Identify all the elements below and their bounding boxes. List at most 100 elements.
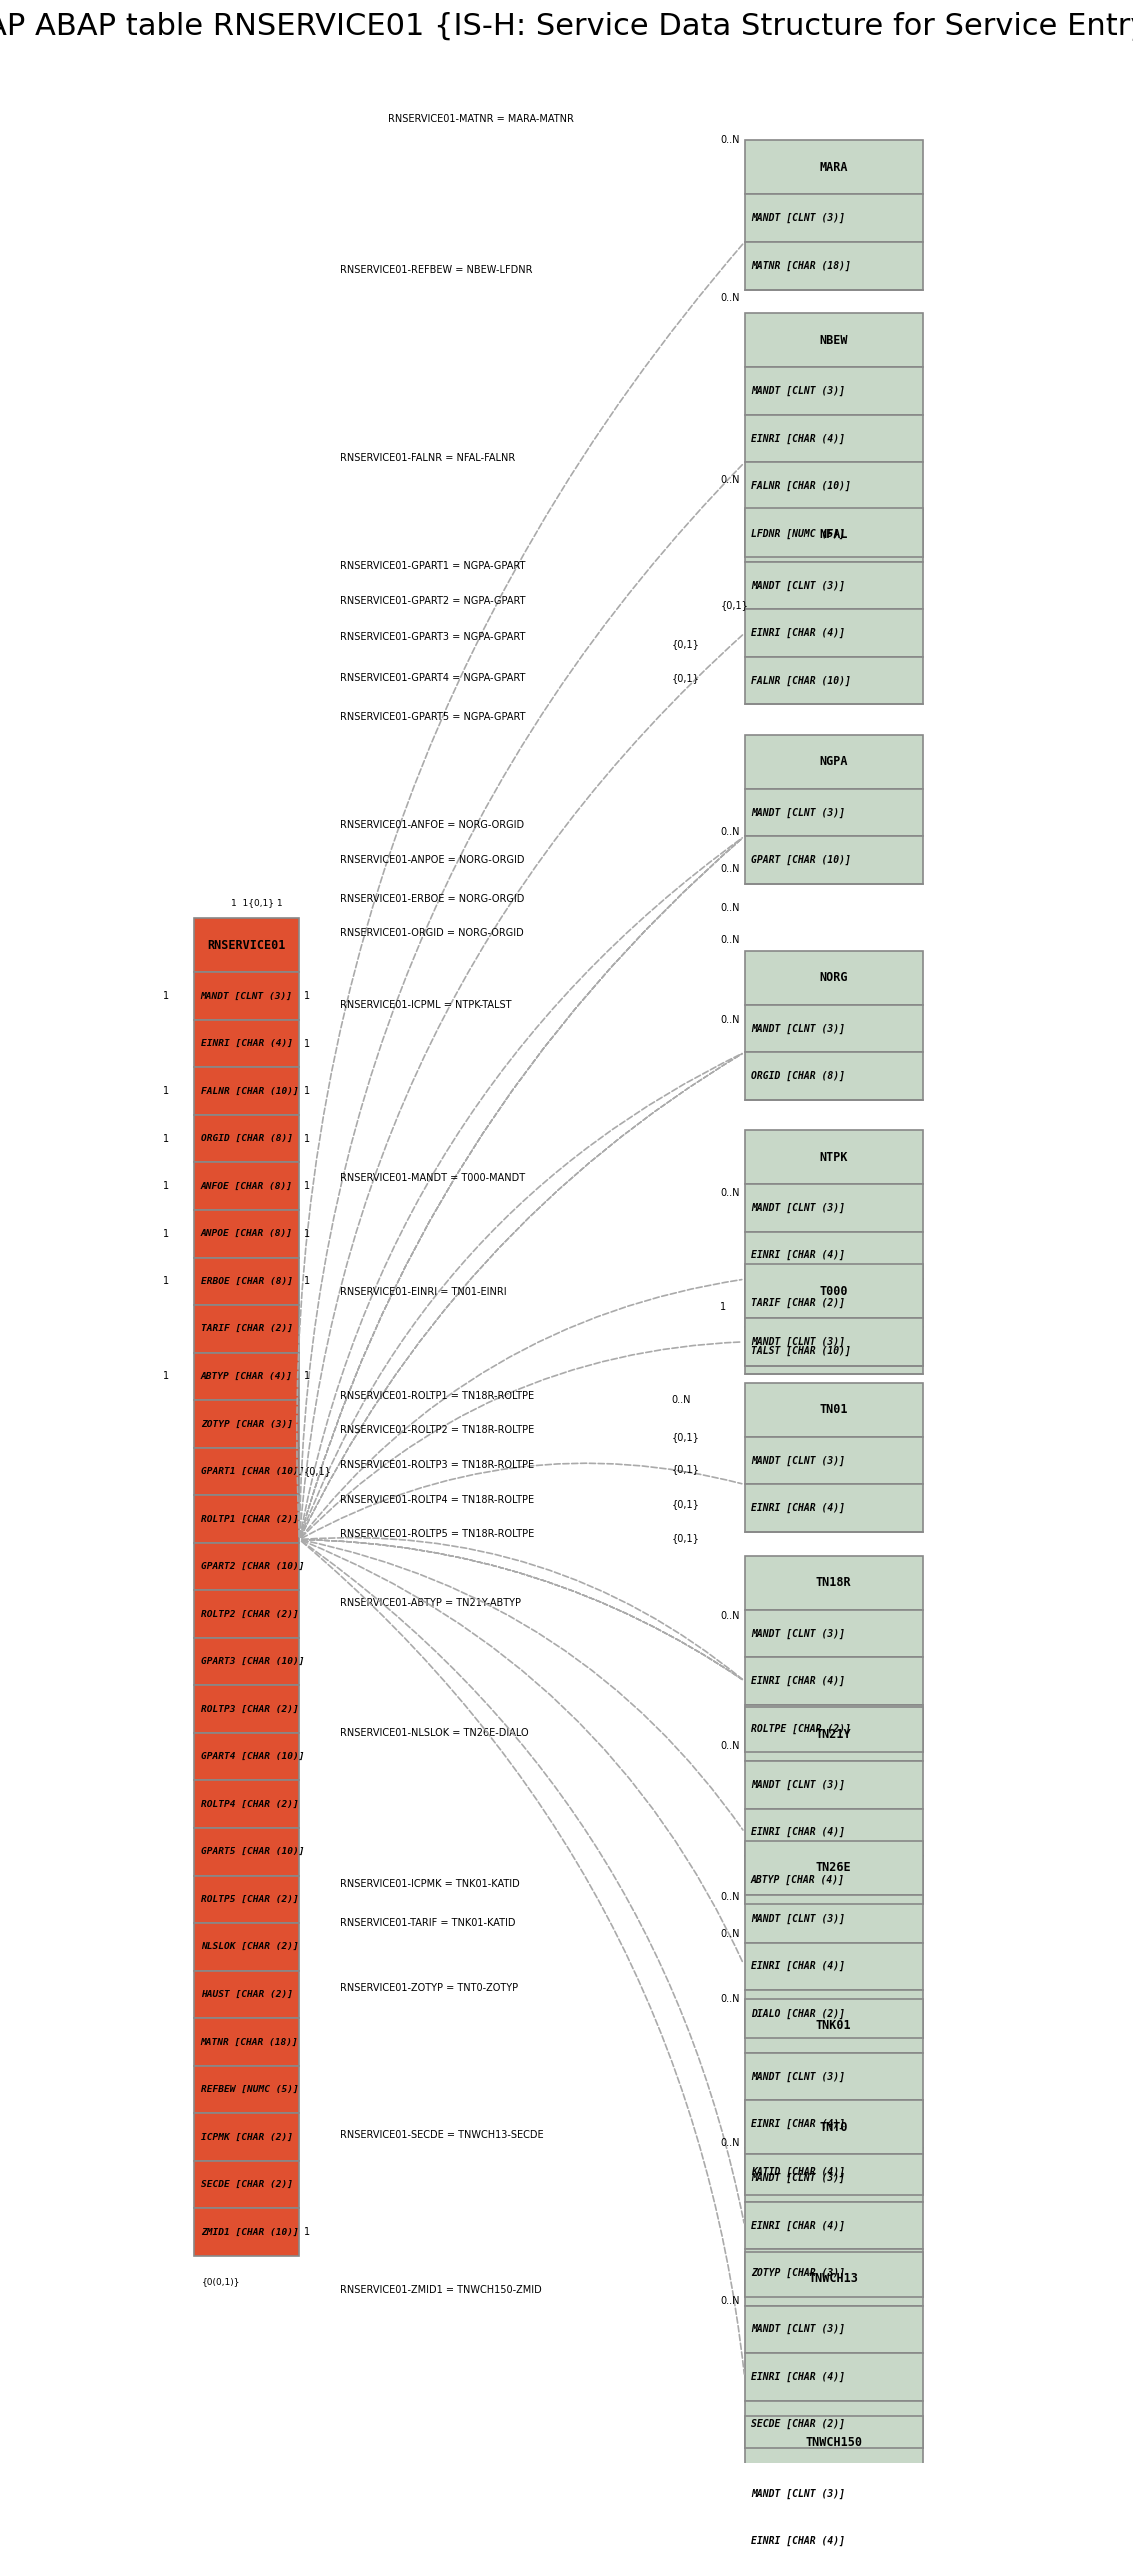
FancyBboxPatch shape — [744, 951, 922, 1004]
FancyBboxPatch shape — [744, 1760, 922, 1809]
Text: SAP ABAP table RNSERVICE01 {IS-H: Service Data Structure for Service Entry}: SAP ABAP table RNSERVICE01 {IS-H: Servic… — [0, 13, 1133, 41]
FancyBboxPatch shape — [194, 2065, 299, 2114]
FancyBboxPatch shape — [194, 971, 299, 1020]
Text: NBEW: NBEW — [819, 334, 847, 347]
Text: 0..N: 0..N — [721, 293, 740, 303]
FancyBboxPatch shape — [744, 2101, 922, 2148]
FancyBboxPatch shape — [744, 241, 922, 290]
Text: 0..N: 0..N — [721, 902, 740, 912]
Text: MANDT [CLNT (3)]: MANDT [CLNT (3)] — [751, 385, 845, 396]
Text: EINRI [CHAR (4)]: EINRI [CHAR (4)] — [751, 2119, 845, 2130]
Text: EINRI [CHAR (4)]: EINRI [CHAR (4)] — [751, 1827, 845, 1837]
Text: ABTYP [CHAR (4)]: ABTYP [CHAR (4)] — [751, 1875, 845, 1886]
FancyBboxPatch shape — [744, 367, 922, 414]
Text: {0(0,1)}: {0(0,1)} — [203, 2279, 241, 2286]
Text: RNSERVICE01: RNSERVICE01 — [207, 938, 286, 953]
FancyBboxPatch shape — [744, 2399, 922, 2448]
FancyBboxPatch shape — [194, 1924, 299, 1970]
Text: RNSERVICE01-TARIF = TNK01-KATID: RNSERVICE01-TARIF = TNK01-KATID — [340, 1919, 516, 1929]
FancyBboxPatch shape — [194, 1400, 299, 1449]
Text: MANDT [CLNT (3)]: MANDT [CLNT (3)] — [751, 1629, 845, 1639]
Text: RNSERVICE01-GPART3 = NGPA-GPART: RNSERVICE01-GPART3 = NGPA-GPART — [340, 632, 526, 642]
FancyBboxPatch shape — [194, 1210, 299, 1259]
Text: 0..N: 0..N — [721, 1611, 740, 1621]
Text: TNT0: TNT0 — [819, 2122, 847, 2135]
FancyBboxPatch shape — [194, 1115, 299, 1164]
FancyBboxPatch shape — [744, 1485, 922, 1531]
FancyBboxPatch shape — [194, 1305, 299, 1354]
Text: TNWCH13: TNWCH13 — [809, 2271, 859, 2284]
Text: TNK01: TNK01 — [816, 2019, 851, 2032]
FancyBboxPatch shape — [744, 1557, 922, 1611]
Text: 0..N: 0..N — [721, 863, 740, 873]
FancyBboxPatch shape — [744, 609, 922, 658]
Text: EINRI [CHAR (4)]: EINRI [CHAR (4)] — [751, 627, 845, 637]
Text: RNSERVICE01-MATNR = MARA-MATNR: RNSERVICE01-MATNR = MARA-MATNR — [389, 113, 574, 123]
Text: EINRI [CHAR (4)]: EINRI [CHAR (4)] — [751, 1251, 845, 1261]
FancyBboxPatch shape — [744, 1991, 922, 2037]
Text: MANDT [CLNT (3)]: MANDT [CLNT (3)] — [751, 1457, 845, 1467]
FancyBboxPatch shape — [194, 1829, 299, 1875]
Text: MANDT [CLNT (3)]: MANDT [CLNT (3)] — [751, 1022, 845, 1033]
Text: GPART [CHAR (10)]: GPART [CHAR (10)] — [751, 855, 851, 866]
FancyBboxPatch shape — [194, 2161, 299, 2209]
Text: EINRI [CHAR (4)]: EINRI [CHAR (4)] — [751, 1503, 845, 1513]
Text: 0..N: 0..N — [721, 1742, 740, 1752]
Text: ANFOE [CHAR (8)]: ANFOE [CHAR (8)] — [201, 1182, 292, 1192]
Text: EINRI [CHAR (4)]: EINRI [CHAR (4)] — [751, 1960, 845, 1970]
Text: ZOTYP [CHAR (3)]: ZOTYP [CHAR (3)] — [751, 2268, 845, 2279]
Text: MARA: MARA — [819, 162, 847, 175]
FancyBboxPatch shape — [744, 2250, 922, 2304]
FancyBboxPatch shape — [744, 1436, 922, 1485]
Text: TN26E: TN26E — [816, 1863, 851, 1875]
Text: TN18R: TN18R — [816, 1577, 851, 1590]
FancyBboxPatch shape — [744, 1279, 922, 1326]
Text: TALST [CHAR (10)]: TALST [CHAR (10)] — [751, 1346, 851, 1356]
Text: TARIF [CHAR (2)]: TARIF [CHAR (2)] — [751, 1297, 845, 1308]
FancyBboxPatch shape — [744, 2353, 922, 2399]
FancyBboxPatch shape — [744, 1842, 922, 1896]
Text: {0,1}: {0,1} — [304, 1467, 331, 1477]
Text: RNSERVICE01-ANFOE = NORG-ORGID: RNSERVICE01-ANFOE = NORG-ORGID — [340, 820, 525, 830]
FancyBboxPatch shape — [744, 837, 922, 884]
Text: ZOTYP [CHAR (3)]: ZOTYP [CHAR (3)] — [201, 1421, 292, 1428]
Text: {0,1}: {0,1} — [672, 640, 699, 650]
FancyBboxPatch shape — [744, 509, 922, 563]
Text: RNSERVICE01-ICPMK = TNK01-KATID: RNSERVICE01-ICPMK = TNK01-KATID — [340, 1878, 520, 1888]
Text: HAUST [CHAR (2)]: HAUST [CHAR (2)] — [201, 1991, 292, 1999]
FancyBboxPatch shape — [194, 2114, 299, 2161]
Text: MANDT [CLNT (3)]: MANDT [CLNT (3)] — [751, 213, 845, 224]
FancyBboxPatch shape — [744, 1184, 922, 1231]
Text: RNSERVICE01-ZMID1 = TNWCH150-ZMID: RNSERVICE01-ZMID1 = TNWCH150-ZMID — [340, 2286, 542, 2294]
Text: RNSERVICE01-ZOTYP = TNT0-ZOTYP: RNSERVICE01-ZOTYP = TNT0-ZOTYP — [340, 1983, 518, 1994]
Text: MANDT [CLNT (3)]: MANDT [CLNT (3)] — [751, 2325, 845, 2335]
Text: 0..N: 0..N — [721, 1187, 740, 1197]
FancyBboxPatch shape — [744, 1318, 922, 1367]
FancyBboxPatch shape — [744, 1896, 922, 1942]
Text: 0..N: 0..N — [721, 136, 740, 146]
Text: RNSERVICE01-ABTYP = TN21Y-ABTYP: RNSERVICE01-ABTYP = TN21Y-ABTYP — [340, 1598, 521, 1608]
Text: RNSERVICE01-ICPML = NTPK-TALST: RNSERVICE01-ICPML = NTPK-TALST — [340, 999, 511, 1010]
Text: RNSERVICE01-SECDE = TNWCH13-SECDE: RNSERVICE01-SECDE = TNWCH13-SECDE — [340, 2130, 544, 2140]
Text: {0,1}: {0,1} — [672, 673, 699, 683]
Text: GPART2 [CHAR (10)]: GPART2 [CHAR (10)] — [201, 1562, 304, 1572]
Text: SECDE [CHAR (2)]: SECDE [CHAR (2)] — [751, 2420, 845, 2430]
Text: EINRI [CHAR (4)]: EINRI [CHAR (4)] — [751, 2371, 845, 2381]
FancyBboxPatch shape — [744, 1855, 922, 1904]
Text: {0,1}: {0,1} — [672, 1431, 699, 1441]
Text: ROLTP3 [CHAR (2)]: ROLTP3 [CHAR (2)] — [201, 1706, 298, 1714]
Text: RNSERVICE01-GPART2 = NGPA-GPART: RNSERVICE01-GPART2 = NGPA-GPART — [340, 596, 526, 606]
FancyBboxPatch shape — [744, 1130, 922, 1184]
FancyBboxPatch shape — [744, 1611, 922, 1657]
Text: GPART1 [CHAR (10)]: GPART1 [CHAR (10)] — [201, 1467, 304, 1477]
Text: GPART3 [CHAR (10)]: GPART3 [CHAR (10)] — [201, 1657, 304, 1667]
Text: RNSERVICE01-ROLTP2 = TN18R-ROLTPE: RNSERVICE01-ROLTP2 = TN18R-ROLTPE — [340, 1426, 534, 1436]
Text: MANDT [CLNT (3)]: MANDT [CLNT (3)] — [751, 1202, 845, 1213]
FancyBboxPatch shape — [194, 1875, 299, 1924]
Text: ABTYP [CHAR (4)]: ABTYP [CHAR (4)] — [201, 1372, 292, 1382]
Text: EINRI [CHAR (4)]: EINRI [CHAR (4)] — [751, 2536, 845, 2546]
FancyBboxPatch shape — [744, 195, 922, 241]
FancyBboxPatch shape — [744, 1231, 922, 1279]
Text: RNSERVICE01-ROLTP5 = TN18R-ROLTPE: RNSERVICE01-ROLTP5 = TN18R-ROLTPE — [340, 1529, 534, 1539]
Text: ROLTP4 [CHAR (2)]: ROLTP4 [CHAR (2)] — [201, 1801, 298, 1809]
